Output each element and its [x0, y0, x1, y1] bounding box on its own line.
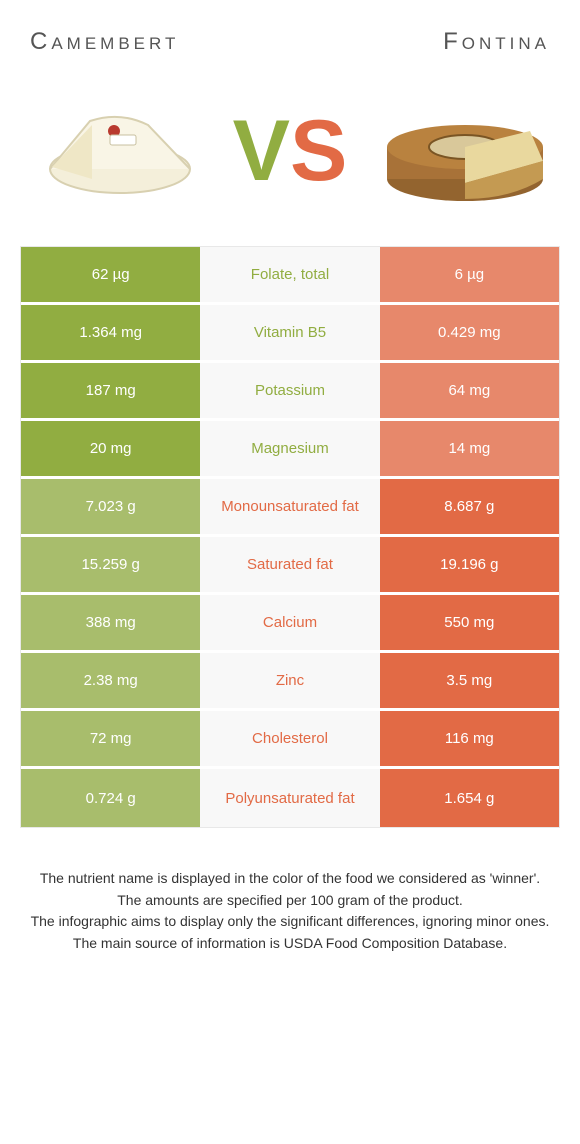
title-right: Fontina: [290, 28, 550, 56]
value-left: 388 mg: [21, 595, 200, 650]
nutrient-label: Zinc: [200, 653, 379, 708]
value-right: 14 mg: [380, 421, 559, 476]
value-left: 20 mg: [21, 421, 200, 476]
value-right: 64 mg: [380, 363, 559, 418]
value-right: 116 mg: [380, 711, 559, 766]
nutrient-label: Polyunsaturated fat: [200, 769, 379, 827]
value-left: 1.364 mg: [21, 305, 200, 360]
nutrient-label: Saturated fat: [200, 537, 379, 592]
nutrient-label: Calcium: [200, 595, 379, 650]
image-left: [30, 86, 200, 216]
table-row: 187 mgPotassium64 mg: [21, 363, 559, 421]
nutrient-label: Potassium: [200, 363, 379, 418]
footer-line: The infographic aims to display only the…: [26, 911, 554, 933]
table-row: 2.38 mgZinc3.5 mg: [21, 653, 559, 711]
table-row: 15.259 gSaturated fat19.196 g: [21, 537, 559, 595]
nutrient-label: Magnesium: [200, 421, 379, 476]
nutrient-label: Monounsaturated fat: [200, 479, 379, 534]
nutrient-label: Folate, total: [200, 247, 379, 302]
value-left: 7.023 g: [21, 479, 200, 534]
value-right: 6 µg: [380, 247, 559, 302]
value-right: 8.687 g: [380, 479, 559, 534]
title-left: Camembert: [30, 28, 290, 56]
value-right: 0.429 mg: [380, 305, 559, 360]
footer-line: The main source of information is USDA F…: [26, 933, 554, 955]
vs-label: V S: [233, 108, 348, 194]
value-left: 2.38 mg: [21, 653, 200, 708]
table-row: 7.023 gMonounsaturated fat8.687 g: [21, 479, 559, 537]
table-row: 0.724 gPolyunsaturated fat1.654 g: [21, 769, 559, 827]
value-left: 62 µg: [21, 247, 200, 302]
value-right: 3.5 mg: [380, 653, 559, 708]
footer-line: The nutrient name is displayed in the co…: [26, 868, 554, 890]
value-right: 1.654 g: [380, 769, 559, 827]
footer-line: The amounts are specified per 100 gram o…: [26, 890, 554, 912]
table-row: 20 mgMagnesium14 mg: [21, 421, 559, 479]
vs-s: S: [290, 108, 347, 194]
comparison-table: 62 µgFolate, total6 µg1.364 mgVitamin B5…: [20, 246, 560, 828]
nutrient-label: Vitamin B5: [200, 305, 379, 360]
table-row: 62 µgFolate, total6 µg: [21, 247, 559, 305]
table-row: 72 mgCholesterol116 mg: [21, 711, 559, 769]
hero-row: V S: [0, 66, 580, 246]
footer-notes: The nutrient name is displayed in the co…: [0, 828, 580, 955]
table-row: 1.364 mgVitamin B50.429 mg: [21, 305, 559, 363]
value-left: 0.724 g: [21, 769, 200, 827]
vs-v: V: [233, 108, 290, 194]
value-right: 19.196 g: [380, 537, 559, 592]
image-right: [380, 86, 550, 216]
value-right: 550 mg: [380, 595, 559, 650]
value-left: 72 mg: [21, 711, 200, 766]
nutrient-label: Cholesterol: [200, 711, 379, 766]
title-row: Camembert Fontina: [0, 0, 580, 66]
value-left: 15.259 g: [21, 537, 200, 592]
value-left: 187 mg: [21, 363, 200, 418]
table-row: 388 mgCalcium550 mg: [21, 595, 559, 653]
